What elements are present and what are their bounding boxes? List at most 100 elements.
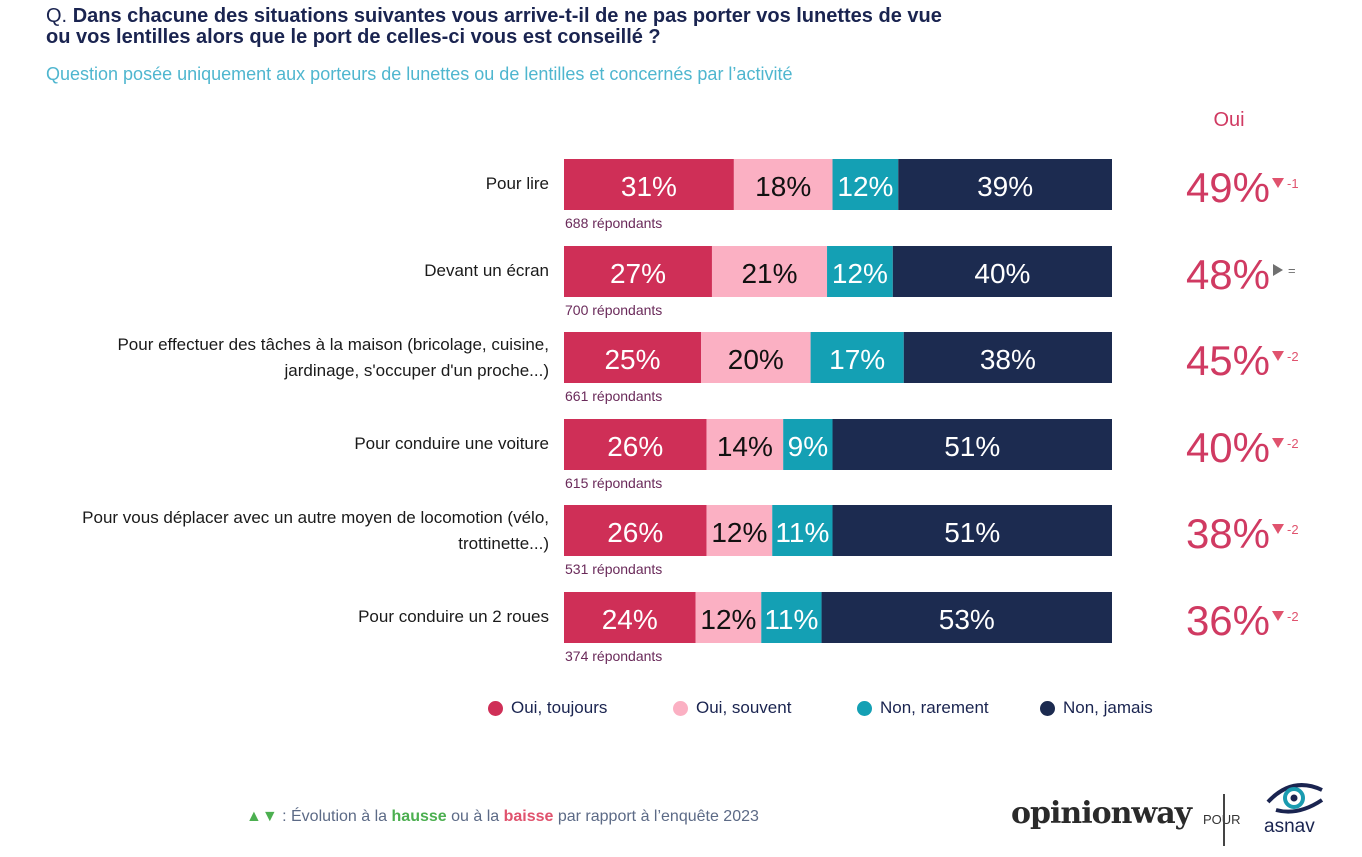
footnote-text-3: par rapport à l’enquête 2023 xyxy=(553,808,759,825)
segment-value-label: 9% xyxy=(788,431,828,462)
bar-segment xyxy=(733,159,833,210)
segment-value-label: 53% xyxy=(939,604,995,635)
asnav-logo-text: asnav xyxy=(1264,816,1315,837)
segment-value-label: 26% xyxy=(607,517,663,548)
evolution-footnote: ▲▼ : Évolution à la hausse ou à la baiss… xyxy=(246,808,759,826)
bar-segment xyxy=(898,159,1112,210)
bar-segment xyxy=(903,332,1112,383)
trend-delta: -2 xyxy=(1287,436,1299,451)
legend-dot xyxy=(673,700,688,716)
category-label: Pour conduire une voiture xyxy=(354,434,549,453)
category-label: Pour vous déplacer avec un autre moyen d… xyxy=(82,508,549,527)
legend-label: Non, rarement xyxy=(880,698,989,717)
trend-equal-icon xyxy=(1273,264,1283,276)
legend-item-non-jamais: Non, jamais xyxy=(1040,698,1153,718)
question-line-1: Dans chacune des situations suivantes vo… xyxy=(72,5,942,27)
bar-segment xyxy=(783,419,833,470)
segment-value-label: 31% xyxy=(621,171,677,202)
segment-value-label: 11% xyxy=(775,517,829,548)
segment-value-label: 12% xyxy=(700,604,756,635)
footnote-text-2: ou à la xyxy=(446,808,504,825)
trend-down-icon xyxy=(1272,524,1284,534)
segment-value-label: 24% xyxy=(602,604,658,635)
trend-down-icon xyxy=(1272,611,1284,621)
segment-value-label: 11% xyxy=(764,604,818,635)
respondents-count: 688 répondants xyxy=(565,215,662,231)
respondents-count: 661 répondants xyxy=(565,388,662,404)
stacked-bar-chart: Oui Pour lire 688 répondants 31% 18% 12% 39% 49… xyxy=(82,109,1299,664)
segment-value-label: 51% xyxy=(944,431,1000,462)
segment-value-label: 20% xyxy=(728,344,784,375)
bar-segment xyxy=(706,505,773,556)
bar-segment xyxy=(772,505,833,556)
trend-down-icon xyxy=(1272,178,1284,188)
trend-down-icon xyxy=(1272,351,1284,361)
segment-value-label: 21% xyxy=(741,258,797,289)
segment-value-label: 12% xyxy=(832,258,888,289)
segment-value-label: 14% xyxy=(717,431,773,462)
legend-item-oui-souvent: Oui, souvent xyxy=(673,698,791,718)
bar-segment xyxy=(564,505,707,556)
bar-segment xyxy=(827,246,893,297)
legend-dot xyxy=(488,700,503,716)
bar-segment xyxy=(564,419,707,470)
oui-total-value: 40% xyxy=(1186,424,1270,471)
category-label: Devant un écran xyxy=(424,261,549,280)
legend-label: Oui, souvent xyxy=(696,698,792,717)
segment-value-label: 17% xyxy=(829,344,885,375)
segment-value-label: 27% xyxy=(610,258,666,289)
pour-label: POUR xyxy=(1203,812,1241,827)
legend: Oui, toujours Oui, souvent Non, rarement… xyxy=(0,698,1362,722)
segment-value-label: 12% xyxy=(711,517,767,548)
trend-delta: -2 xyxy=(1287,522,1299,537)
legend-dot xyxy=(857,700,872,716)
legend-dot xyxy=(1040,700,1055,716)
oui-total-value: 49% xyxy=(1186,164,1270,211)
bar-segment xyxy=(832,505,1112,556)
segment-value-label: 25% xyxy=(604,344,660,375)
oui-column-header: Oui xyxy=(1213,109,1244,131)
bar-segment xyxy=(832,419,1112,470)
bar-segment xyxy=(695,592,762,643)
bar-segment xyxy=(564,332,701,383)
legend-label: Oui, toujours xyxy=(511,698,608,717)
oui-total-value: 45% xyxy=(1186,337,1270,384)
question-title: Q. Dans chacune des situations suivantes… xyxy=(46,6,1306,48)
segment-value-label: 38% xyxy=(980,344,1036,375)
legend-label: Non, jamais xyxy=(1063,698,1153,717)
category-label: Pour effectuer des tâches à la maison (b… xyxy=(117,335,549,354)
bar-segment xyxy=(564,592,696,643)
category-label: trottinette...) xyxy=(458,534,549,553)
asnav-eye-icon xyxy=(1266,783,1324,814)
segment-value-label: 12% xyxy=(837,171,893,202)
trend-arrows-icon: ▲▼ xyxy=(246,808,278,825)
question-line-2: ou vos lentilles alors que le port de ce… xyxy=(46,26,661,48)
bar-segment xyxy=(564,159,734,210)
trend-delta: -1 xyxy=(1287,176,1299,191)
trend-delta: -2 xyxy=(1287,609,1299,624)
bar-segment xyxy=(832,159,899,210)
respondents-count: 531 répondants xyxy=(565,561,662,577)
segment-value-label: 40% xyxy=(974,258,1030,289)
respondents-count: 615 répondants xyxy=(565,475,662,491)
trend-delta: -2 xyxy=(1287,349,1299,364)
oui-total-value: 38% xyxy=(1186,510,1270,557)
trend-delta: = xyxy=(1288,263,1296,278)
category-label: jardinage, s'occuper d'un proche...) xyxy=(284,361,549,380)
logo-separator xyxy=(1223,794,1225,846)
segment-value-label: 51% xyxy=(944,517,1000,548)
bar-segment xyxy=(564,246,712,297)
bar-segment xyxy=(706,419,784,470)
bar-segment xyxy=(892,246,1112,297)
legend-item-non-rarement: Non, rarement xyxy=(857,698,989,718)
oui-total-value: 36% xyxy=(1186,597,1270,644)
segment-value-label: 39% xyxy=(977,171,1033,202)
bar-segment xyxy=(821,592,1112,643)
bar-segment xyxy=(810,332,904,383)
legend-item-oui-toujours: Oui, toujours xyxy=(488,698,607,718)
bar-segment xyxy=(701,332,811,383)
category-label: Pour conduire un 2 roues xyxy=(358,607,549,626)
footnote-text-1: : Évolution à la xyxy=(277,808,392,825)
segment-value-label: 18% xyxy=(755,171,811,202)
question-prefix: Q. xyxy=(46,5,68,27)
